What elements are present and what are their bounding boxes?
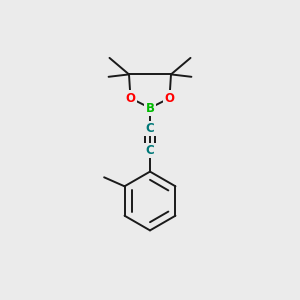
Text: O: O bbox=[125, 92, 136, 105]
Text: B: B bbox=[146, 101, 154, 115]
Text: O: O bbox=[164, 92, 175, 105]
Text: C: C bbox=[146, 144, 154, 157]
Text: C: C bbox=[146, 122, 154, 135]
